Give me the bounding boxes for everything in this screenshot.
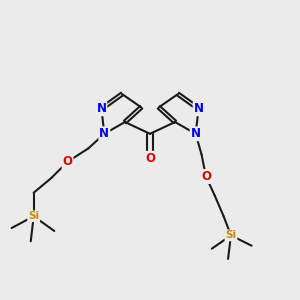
Text: O: O	[201, 170, 211, 183]
Text: O: O	[63, 155, 73, 168]
Text: Si: Si	[28, 211, 39, 221]
Text: N: N	[194, 102, 204, 115]
Text: N: N	[96, 102, 106, 115]
Text: O: O	[145, 152, 155, 165]
Text: N: N	[190, 127, 201, 140]
Text: N: N	[99, 127, 110, 140]
Text: Si: Si	[225, 230, 236, 240]
